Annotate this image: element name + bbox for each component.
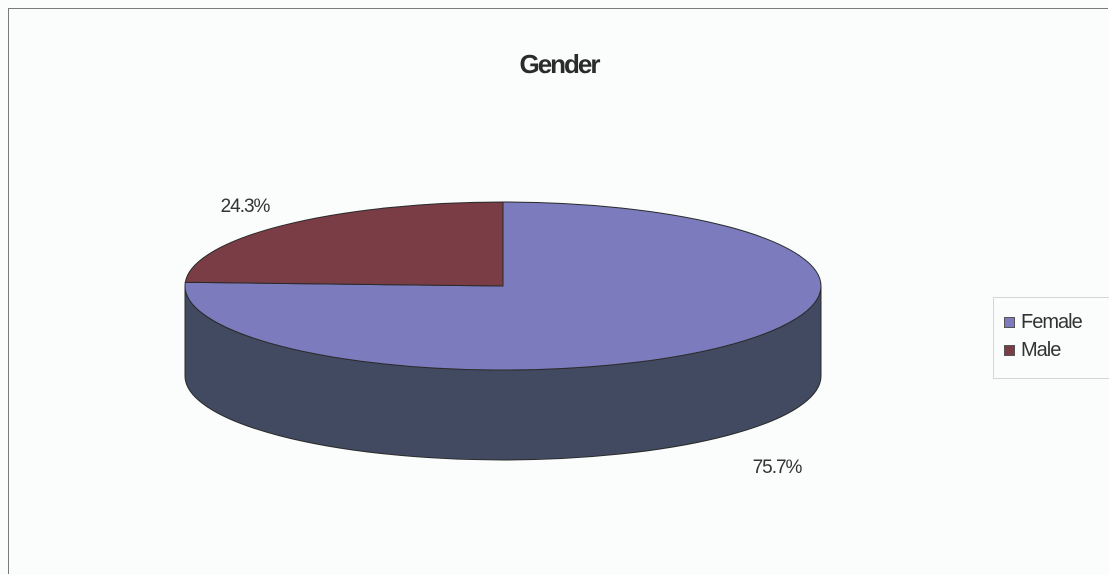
- legend-swatch-female: [1004, 316, 1015, 328]
- legend-swatch-male: [1004, 344, 1015, 356]
- data-label-female: 75.7%: [753, 457, 803, 478]
- pie-chart: 75.7% 24.3%: [184, 196, 822, 478]
- legend-label-female: Female: [1021, 310, 1083, 333]
- legend-item-male: Male: [1004, 336, 1109, 364]
- legend-label-male: Male: [1021, 338, 1061, 361]
- pie-slice-female: [184, 201, 822, 371]
- chart-frame: Gender 75.7% 24.3% Female Male: [8, 8, 1109, 574]
- chart-legend: Female Male: [993, 297, 1109, 379]
- legend-item-female: Female: [1004, 308, 1109, 336]
- chart-title: Gender: [519, 49, 600, 79]
- data-label-male: 24.3%: [221, 196, 271, 217]
- pie-slice-male: [184, 201, 504, 287]
